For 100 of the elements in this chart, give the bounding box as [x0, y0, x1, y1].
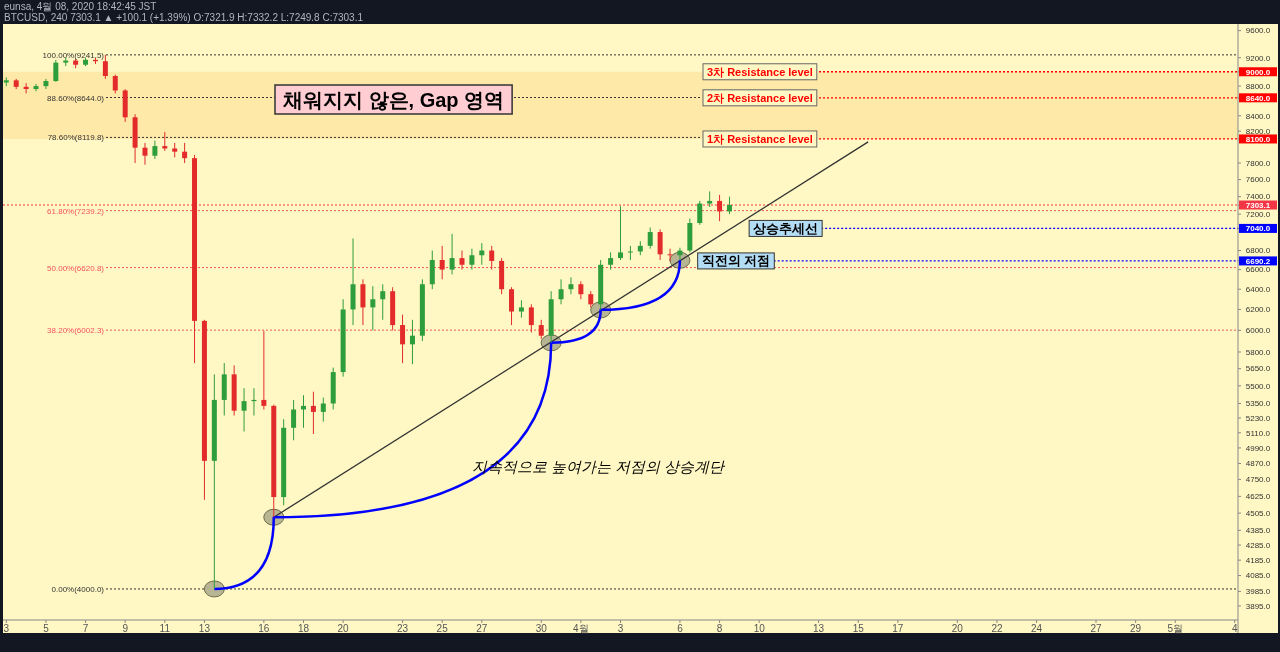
x-tick-label: 4월: [573, 623, 589, 634]
candlestick: [261, 330, 267, 410]
x-tick-label: 22: [991, 623, 1003, 634]
y-tick-label: 5800.0: [1245, 347, 1271, 357]
y-tick-label: 4085.0: [1245, 571, 1271, 581]
x-tick-label: 13: [813, 623, 825, 634]
x-tick-label: 4: [1231, 623, 1238, 634]
y-tick-label: 9600.0: [1245, 26, 1271, 36]
y-tick-label: 3895.0: [1245, 601, 1271, 611]
candlestick: [53, 59, 59, 83]
chart-subtitle: eunsa, 4월 08, 2020 18:42:45 JST: [4, 1, 157, 12]
x-tick-label: 27: [476, 623, 488, 634]
y-tick-label: 8400.0: [1245, 111, 1271, 121]
x-tick-label: 3: [617, 623, 624, 634]
x-tick-label: 20: [337, 623, 350, 634]
y-tick-label: 6400.0: [1245, 285, 1271, 295]
y-tick-label: 5650.0: [1245, 364, 1271, 374]
x-tick-label: 9: [122, 623, 129, 634]
candlestick: [142, 142, 148, 166]
y-tick-label: 8100.0: [1245, 134, 1271, 144]
candlestick: [717, 194, 723, 222]
candlestick: [627, 245, 633, 261]
candlestick: [657, 228, 663, 261]
y-tick-label: 6690.2: [1245, 256, 1271, 266]
y-tick-label: 5110.0: [1246, 428, 1271, 438]
candlestick: [43, 78, 49, 90]
x-tick-label: 8: [716, 623, 723, 634]
y-tick-label: 8640.0: [1245, 93, 1271, 103]
x-tick-label: 24: [1031, 623, 1043, 634]
candlestick: [618, 205, 623, 261]
candlestick: [558, 278, 564, 305]
candlestick: [509, 286, 515, 326]
candlestick: [528, 303, 534, 333]
y-tick-label: 4285.0: [1245, 540, 1271, 550]
x-tick-label: 30: [535, 623, 548, 634]
candlestick: [439, 245, 445, 280]
y-tick-label: 7303.1: [1245, 200, 1271, 210]
y-tick-label: 7800.0: [1245, 158, 1271, 168]
candlestick: [568, 276, 574, 295]
candlestick: [320, 397, 326, 423]
y-tick-label: 6800.0: [1245, 246, 1271, 256]
x-tick-label: 7: [82, 623, 89, 634]
candlestick: [469, 248, 475, 271]
candlestick: [400, 314, 406, 364]
x-tick-label: 3: [3, 623, 10, 634]
y-tick-label: 4505.0: [1245, 508, 1271, 518]
x-tick-label: 23: [397, 623, 409, 634]
x-tick-label: 5월: [1167, 623, 1184, 634]
candlestick: [33, 83, 39, 92]
candlestick: [647, 227, 653, 250]
candlestick: [291, 399, 297, 441]
candlestick: [102, 54, 108, 80]
y-tick-label: 6200.0: [1245, 305, 1271, 315]
ref-line-label: 상승추세선: [753, 220, 819, 236]
x-tick-label: 29: [1130, 623, 1142, 634]
y-tick-label: 3985.0: [1245, 587, 1271, 597]
ref-line-label: 2차 Resistance level: [707, 92, 813, 105]
chart-title: BTCUSD, 240 7303.1 ▲ +100.1 (+1.39%) O:7321.9 H:7332.2 L:7249.8 C:7303.1: [4, 12, 364, 23]
y-tick-label: 4750.0: [1245, 475, 1271, 485]
candlestick: [152, 140, 158, 160]
ref-line-label: 50.00%(6620.8): [47, 263, 105, 273]
candlestick: [409, 319, 415, 365]
candlestick: [489, 245, 495, 271]
ref-line-label: 78.60%(8119.8): [47, 133, 105, 143]
y-tick-label: 6600.0: [1245, 265, 1271, 275]
y-tick-label: 7600.0: [1245, 175, 1271, 185]
x-tick-label: 20: [951, 623, 964, 634]
ref-line-label: 3차 Resistance level: [707, 66, 813, 79]
candlestick: [449, 233, 455, 275]
candlestick: [310, 391, 316, 435]
candlestick: [241, 387, 247, 433]
ref-line-label: 100.00%(9241.5): [42, 50, 105, 60]
x-tick-label: 25: [436, 623, 449, 634]
x-tick-label: 16: [258, 623, 270, 634]
ref-line-label: 0.00%(4000.0): [51, 584, 105, 594]
y-tick-label: 4185.0: [1245, 555, 1271, 565]
candlestick: [370, 285, 376, 331]
y-tick-label: 4990.0: [1245, 443, 1271, 453]
candlestick: [112, 74, 118, 94]
y-tick-label: 6000.0: [1245, 326, 1271, 336]
y-tick-label: 9200.0: [1245, 53, 1271, 63]
candlestick: [182, 142, 188, 164]
ref-line-label: 1차 Resistance level: [707, 133, 813, 146]
y-tick-label: 7400.0: [1245, 192, 1271, 202]
ref-line-label: 38.20%(6002.3): [47, 326, 105, 336]
y-tick-label: 5350.0: [1245, 399, 1271, 409]
y-tick-label: 8200.0: [1245, 126, 1271, 136]
x-tick-label: 27: [1090, 623, 1103, 634]
y-tick-label: 5230.0: [1245, 413, 1271, 423]
candlestick: [380, 283, 386, 321]
y-tick-label: 8800.0: [1245, 81, 1271, 91]
ref-line-label: 88.60%(8644.0): [47, 93, 105, 103]
candlestick: [538, 319, 544, 340]
y-tick-label: 4385.0: [1245, 526, 1271, 536]
y-tick-label: 7200.0: [1245, 209, 1271, 219]
ref-line-label: 직전의 저점: [701, 253, 771, 269]
x-tick-label: 18: [297, 623, 310, 634]
candlestick: [23, 82, 29, 94]
x-tick-label: 15: [852, 623, 865, 634]
x-tick-label: 17: [892, 623, 904, 634]
